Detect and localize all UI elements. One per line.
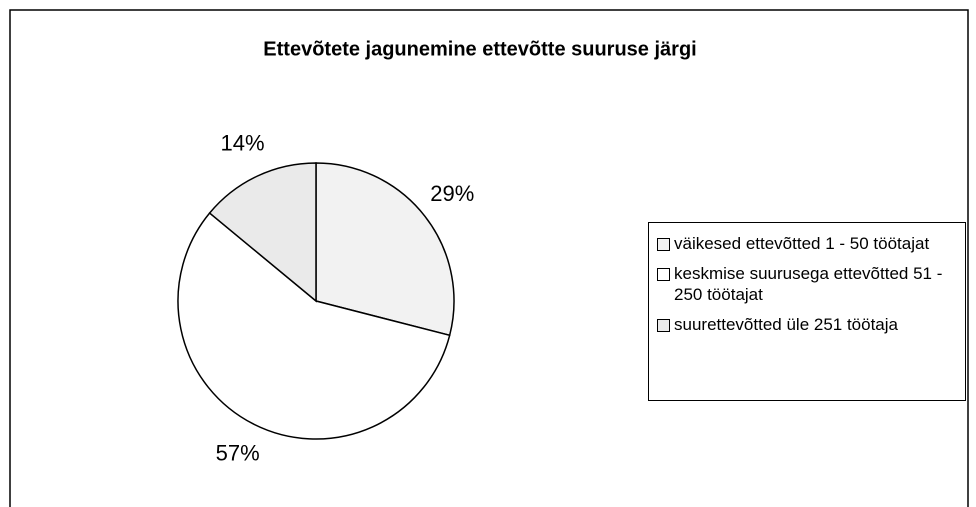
legend-swatch [657,238,670,251]
legend-label: suurettevõtted üle 251 töötaja [674,315,898,334]
data-label: 29% [430,181,474,206]
data-label: 57% [216,441,260,466]
legend-label: väikesed ettevõtted 1 - 50 töötajat [674,234,930,253]
legend-label: keskmise suurusega ettevõtted 51 - 250 t… [674,264,943,304]
chart-title: Ettevõtete jagunemine ettevõtte suuruse … [263,38,696,60]
legend-item: suurettevõtted üle 251 töötaja [657,314,961,335]
legend-swatch [657,319,670,332]
legend-item: väikesed ettevõtted 1 - 50 töötajat [657,233,961,254]
pie-slice [315,162,455,337]
legend-item: keskmise suurusega ettevõtted 51 - 250 t… [657,263,961,305]
legend-swatch [657,268,670,281]
pie-slice [208,162,317,303]
legend: väikesed ettevõtted 1 - 50 töötajat keskm… [648,222,966,401]
pie-slice [177,211,451,440]
data-label: 14% [221,131,265,156]
